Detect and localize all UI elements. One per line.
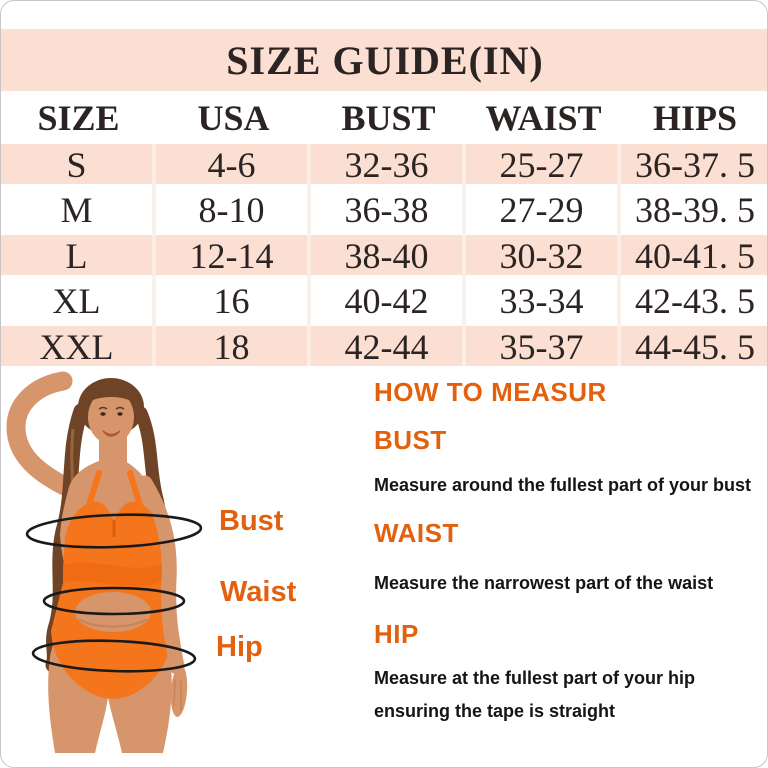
cell-usa: 18: [156, 326, 311, 368]
head: [88, 390, 134, 444]
raised-arm: [6, 371, 85, 501]
table-row-l: L 12-14 38-40 30-32 40-41. 5: [1, 235, 767, 277]
col-header-waist: WAIST: [485, 97, 602, 138]
cell-usa: 8-10: [156, 184, 311, 235]
cell-hips: 42-43. 5: [635, 280, 755, 321]
cell-bust: 40-42: [311, 275, 466, 326]
cell-waist: 25-27: [466, 144, 621, 186]
col-header-bust: BUST: [341, 97, 436, 138]
waist-instruction: Measure the narrowest part of the waist: [374, 573, 714, 593]
cell-usa: 4-6: [156, 144, 311, 186]
cell-hips: 36-37. 5: [635, 145, 755, 185]
table-header-row: SIZE USA BUST WAIST HIPS: [1, 91, 767, 144]
swimsuit-straps: [86, 470, 143, 508]
eye-right: [117, 412, 123, 416]
waist-section-title: WAIST: [374, 518, 459, 548]
table-row-xl: XL 16 40-42 33-34 42-43. 5: [1, 275, 767, 326]
waist-label: Waist: [220, 576, 297, 608]
cell-size: M: [1, 184, 156, 235]
table-row-m: M 8-10 36-38 27-29 38-39. 5: [1, 184, 767, 235]
title-band: SIZE GUIDE(IN): [1, 29, 767, 91]
page-title: SIZE GUIDE(IN): [226, 37, 544, 83]
col-header-usa: USA: [197, 97, 270, 138]
cell-waist: 33-34: [466, 275, 621, 326]
cell-size: S: [1, 144, 156, 186]
bust-instruction: Measure around the fullest part of your …: [374, 475, 752, 495]
cell-bust: 36-38: [311, 184, 466, 235]
table-row-xxl: XXL 18 42-44 35-37 44-45. 5: [1, 326, 767, 368]
hip-label: Hip: [216, 631, 263, 663]
swimsuit-belly-cutout: [75, 592, 151, 632]
waist-measure-ring: [42, 586, 186, 616]
cell-usa: 12-14: [156, 235, 311, 277]
hand: [170, 665, 188, 717]
cell-bust: 32-36: [311, 144, 466, 186]
cell-size: XXL: [1, 326, 156, 368]
col-header-size: SIZE: [37, 97, 120, 138]
cell-bust: 38-40: [311, 235, 466, 277]
cell-bust: 42-44: [311, 326, 466, 368]
bust-measure-ring: [25, 513, 203, 549]
hip-instruction-line2: ensuring the tape is straight: [374, 701, 616, 721]
hip-instruction-line1: Measure at the fullest part of your hip: [374, 668, 696, 688]
hip-instruction: Measure at the fullest part of your hip …: [374, 662, 766, 728]
table-row-s: S 4-6 32-36 25-27 36-37. 5: [1, 144, 767, 186]
hip-section-title: HIP: [374, 619, 419, 649]
fingers-shade: [173, 678, 182, 711]
cell-usa: 16: [156, 275, 311, 326]
belly-shade: [78, 618, 148, 628]
cell-waist: 30-32: [466, 235, 621, 277]
bust-label: Bust: [219, 505, 284, 537]
cell-size: L: [1, 235, 156, 277]
cell-hips: 40-41. 5: [635, 236, 755, 276]
bust-section-title: BUST: [374, 425, 447, 455]
cell-waist: 35-37: [466, 326, 621, 368]
col-header-hips: HIPS: [652, 97, 738, 138]
eyebrows: [98, 406, 125, 410]
hanging-arm: [137, 475, 185, 675]
cell-hips: 44-45. 5: [635, 327, 755, 367]
how-to-measure-heading: HOW TO MEASUR: [374, 377, 607, 407]
hip-measure-ring: [31, 639, 197, 673]
model-figure-illustration: [6, 371, 203, 753]
size-table: SIZE USA BUST WAIST HIPS S 4-6 32-36 25-…: [1, 91, 767, 368]
cell-hips: 38-39. 5: [635, 189, 755, 230]
cell-size: XL: [1, 275, 156, 326]
smile: [102, 430, 121, 437]
cell-waist: 27-29: [466, 184, 621, 235]
hair-fringe: [87, 389, 135, 403]
eye-left: [100, 412, 106, 416]
